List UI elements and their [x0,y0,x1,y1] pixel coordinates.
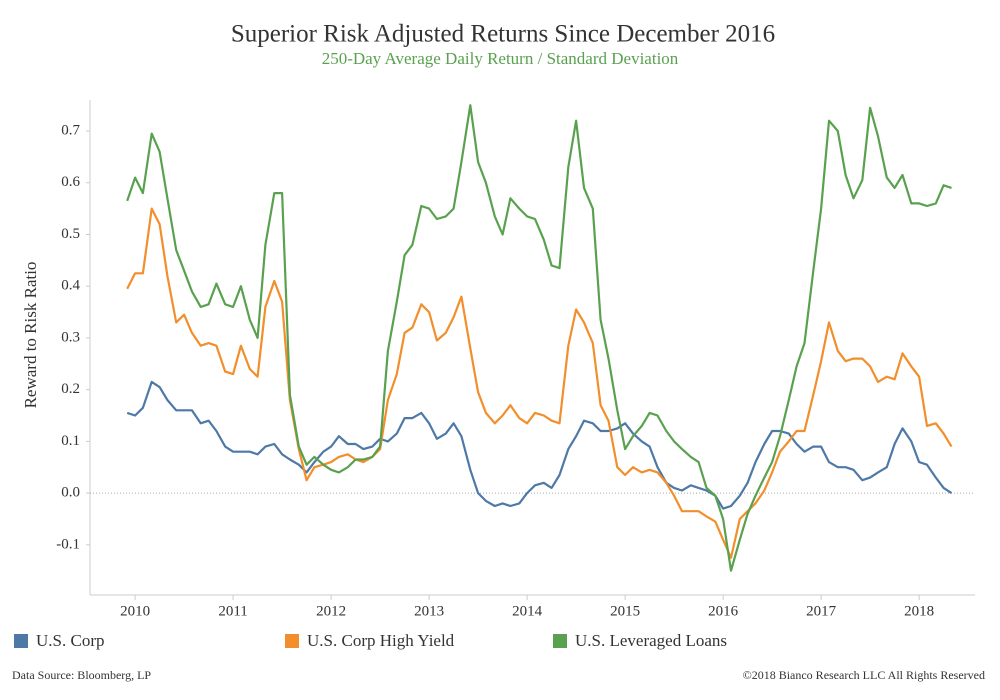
series-line [126,380,953,510]
x-tick-label: 2010 [120,603,150,619]
series-line [126,207,953,559]
y-tick-label: 0.6 [61,174,80,190]
x-tick-label: 2015 [610,603,640,619]
x-tick-label: 2012 [316,603,346,619]
y-tick-label: 0.4 [61,278,80,294]
x-tick-label: 2013 [414,603,444,619]
y-tick-label: 0.5 [61,226,80,242]
y-tick-label: 0.0 [61,485,80,501]
chart-title: Superior Risk Adjusted Returns Since Dec… [231,21,775,48]
x-tick-label: 2018 [904,603,934,619]
legend-swatch [285,634,299,648]
y-tick-label: 0.2 [61,381,80,397]
series-line [126,104,952,572]
x-tick-label: 2017 [806,603,837,619]
legend-label: U.S. Leveraged Loans [575,631,727,650]
y-tick-label: -0.1 [56,536,80,552]
copyright-note: ©2018 Bianco Research LLC All Rights Res… [743,668,985,682]
legend-swatch [14,634,28,648]
source-note: Data Source: Bloomberg, LP [12,668,151,682]
x-tick-label: 2014 [512,603,543,619]
y-tick-label: 0.1 [61,433,80,449]
chart-subtitle: 250-Day Average Daily Return / Standard … [322,49,679,68]
legend-label: U.S. Corp High Yield [307,631,455,650]
x-tick-label: 2016 [708,603,739,619]
y-tick-label: 0.3 [61,329,80,345]
y-axis-label: Reward to Risk Ratio [21,262,40,409]
legend-label: U.S. Corp [36,631,104,650]
x-tick-label: 2011 [218,603,247,619]
legend-swatch [553,634,567,648]
y-tick-label: 0.7 [61,122,80,138]
